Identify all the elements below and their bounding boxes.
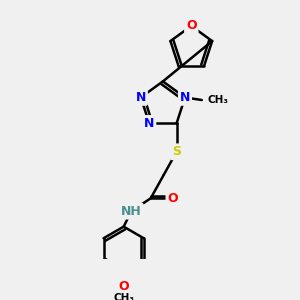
Text: O: O [118,280,129,292]
Text: S: S [172,145,181,158]
Text: CH₃: CH₃ [113,292,134,300]
Text: O: O [186,20,196,32]
Text: N: N [144,117,154,130]
Text: NH: NH [121,205,142,218]
Text: CH₃: CH₃ [207,95,228,105]
Text: N: N [180,91,190,104]
Text: N: N [136,91,146,104]
Text: O: O [167,192,178,205]
